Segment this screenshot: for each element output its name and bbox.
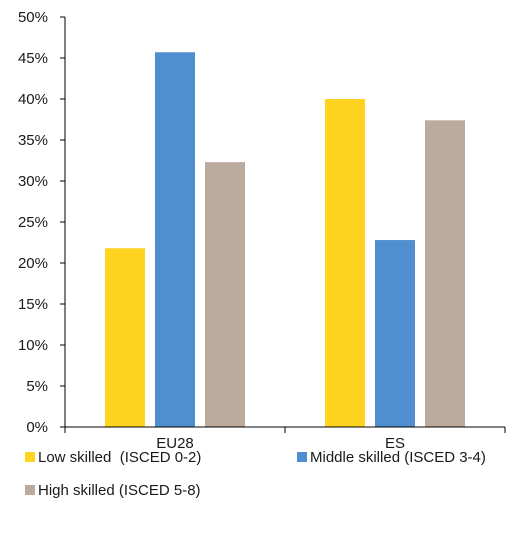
y-tick-label: 20% [18,255,48,272]
y-tick-label: 0% [26,419,48,436]
y-axis: 0% 5% 10% 15% 20% 25% 30% 35% 40% 45% 50% [18,9,66,436]
y-tick-label: 25% [18,214,48,231]
bars [105,52,465,427]
y-tick-label: 10% [18,337,48,354]
y-tick-label: 50% [18,9,48,26]
y-tick-label: 45% [18,50,48,67]
legend-swatch [25,485,35,495]
y-tick-label: 35% [18,132,48,149]
bar [425,120,465,427]
legend: Low skilled (ISCED 0-2) Middle skilled (I… [25,449,486,499]
x-axis: EU28 ES [64,426,506,452]
legend-swatch [25,452,35,462]
y-tick-label: 30% [18,173,48,190]
bar [105,248,145,427]
y-tick-label: 15% [18,296,48,313]
bar [155,52,195,427]
legend-label: High skilled (ISCED 5-8) [38,482,201,499]
y-tick-label: 5% [26,378,48,395]
bar [205,162,245,427]
legend-swatch [297,452,307,462]
legend-label: Middle skilled (ISCED 3-4) [310,449,486,466]
y-tick-label: 40% [18,91,48,108]
bar [325,99,365,427]
legend-label: Low skilled (ISCED 0-2) [38,449,201,466]
x-tick-label: EU28 [156,435,194,452]
x-tick-label: ES [385,435,405,452]
bar [375,240,415,427]
